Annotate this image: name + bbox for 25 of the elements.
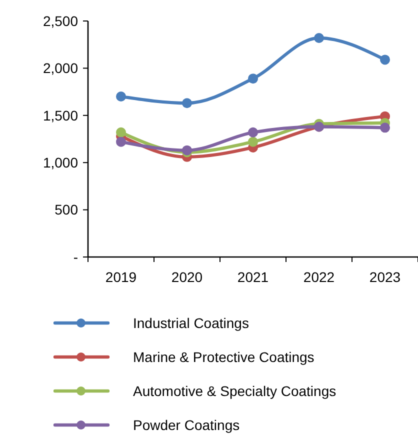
- point: [116, 127, 126, 138]
- y-tick-label: 1,000: [42, 154, 78, 170]
- point: [380, 54, 390, 65]
- point: [380, 122, 390, 133]
- point: [182, 98, 192, 108]
- point: [116, 92, 126, 102]
- y-tick-label: 2,000: [42, 60, 78, 76]
- y-tick-label: 500: [54, 202, 78, 218]
- point: [314, 32, 324, 43]
- point: [248, 127, 258, 138]
- legend-label: Automotive & Specialty Coatings: [133, 382, 336, 399]
- x-tick-label: 2022: [303, 269, 335, 285]
- point: [248, 74, 258, 84]
- x-tick-label: 2021: [237, 269, 269, 285]
- y-tick-label: 2,500: [42, 12, 78, 29]
- x-tick-label: 2019: [105, 269, 137, 285]
- point: [116, 136, 126, 147]
- x-tick-label: 2023: [369, 269, 401, 285]
- point: [248, 136, 258, 147]
- legend-label: Marine & Protective Coatings: [133, 348, 314, 365]
- legend-label: Industrial Coatings: [133, 314, 249, 331]
- legend-label: Powder Coatings: [133, 416, 240, 433]
- y-tick-label: 1,500: [42, 107, 78, 124]
- y-tick-label: -: [73, 248, 78, 265]
- x-tick-label: 2020: [171, 269, 203, 285]
